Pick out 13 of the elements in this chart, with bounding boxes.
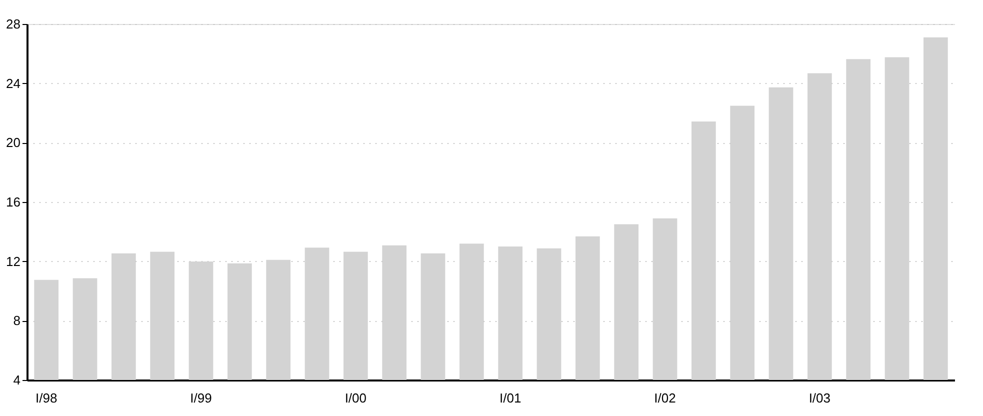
x-tick-label: I/98 (35, 390, 58, 406)
x-tick-label: I/00 (344, 390, 367, 406)
y-tick-label: 28 (6, 16, 20, 32)
y-tick-label: 16 (6, 194, 20, 210)
y-tick-label: 12 (6, 254, 20, 269)
y-tick-label: 8 (13, 313, 20, 328)
y-tick-label: 4 (13, 372, 20, 388)
y-tick-label: 20 (6, 135, 20, 150)
x-tick-label: I/03 (808, 390, 831, 406)
x-tick-label: I/99 (190, 390, 212, 406)
x-tick-label: I/01 (499, 390, 522, 406)
x-tick-label: I/02 (654, 390, 676, 406)
y-tick-label: 24 (6, 76, 20, 91)
